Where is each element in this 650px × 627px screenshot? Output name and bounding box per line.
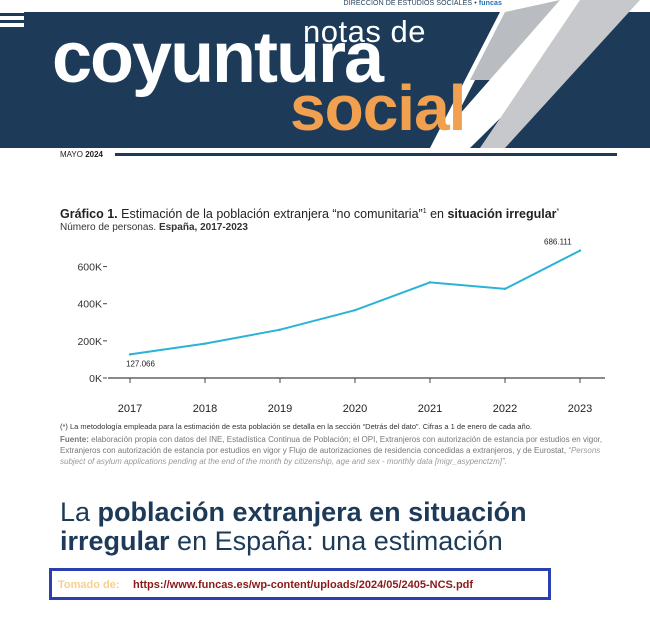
data-point bbox=[203, 342, 207, 345]
y-tick-label: 400K bbox=[77, 299, 102, 311]
y-tick-label: 200K bbox=[77, 336, 102, 348]
series-line bbox=[129, 249, 581, 356]
funcas-logo-icon bbox=[0, 0, 24, 27]
data-point bbox=[128, 353, 132, 356]
issue-date: MAYO 2024 bbox=[60, 150, 103, 159]
methodology-note: (*) La metodología empleada para la esti… bbox=[60, 422, 532, 431]
social-text: social bbox=[290, 72, 466, 144]
source-link-box: Tomado de: https://www.funcas.es/wp-cont… bbox=[49, 568, 551, 600]
line-chart: 0K 200K 400K 600K 2017 2018 2019 2020 2021 2022 20… bbox=[77, 238, 605, 415]
source-link-url[interactable]: https://www.funcas.es/wp-content/uploads… bbox=[133, 579, 474, 591]
header-banner: DIRECCIÓN DE ESTUDIOS SOCIALES • funcas … bbox=[0, 0, 650, 150]
article-headline: La población extranjera en situación irr… bbox=[60, 497, 527, 556]
x-tick-label: 2023 bbox=[568, 403, 592, 415]
banner-background bbox=[0, 0, 650, 150]
y-tick-label: 0K bbox=[89, 373, 102, 385]
y-tick-label: 600K bbox=[77, 262, 102, 274]
data-point bbox=[578, 249, 582, 252]
data-label-first: 127.066 bbox=[126, 359, 155, 368]
source-link-label: Tomado de: bbox=[58, 579, 120, 591]
brand-name: funcas bbox=[478, 0, 502, 7]
chart-subtitle: Número de personas. España, 2017-2023 bbox=[60, 222, 248, 233]
x-tick-label: 2022 bbox=[493, 403, 517, 415]
x-tick-label: 2018 bbox=[193, 403, 217, 415]
source-note: Fuente: elaboración propia con datos del… bbox=[60, 435, 603, 466]
data-point bbox=[353, 309, 357, 312]
x-tick-label: 2021 bbox=[418, 403, 442, 415]
department-label: DIRECCIÓN DE ESTUDIOS SOCIALES • funcas bbox=[343, 0, 502, 7]
x-tick-label: 2019 bbox=[268, 403, 292, 415]
x-tick-label: 2020 bbox=[343, 403, 367, 415]
data-point bbox=[503, 287, 507, 291]
notas-de-text: notas de bbox=[303, 14, 426, 49]
coyuntura-text: coyuntura bbox=[52, 18, 384, 98]
date-divider bbox=[115, 153, 617, 156]
x-tick-label: 2017 bbox=[118, 403, 142, 415]
chart-title: Gráfico 1. Estimación de la población ex… bbox=[60, 207, 560, 221]
data-label-last: 686.111 bbox=[544, 238, 572, 247]
data-point bbox=[278, 328, 282, 331]
data-point bbox=[428, 281, 432, 284]
